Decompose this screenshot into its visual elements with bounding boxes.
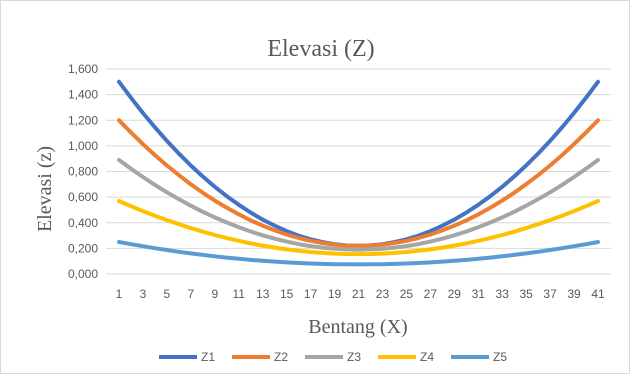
y-axis-ticks: 0,000 0,200 0,400 0,600 0,800 1,000 1,200 1,400… <box>68 62 98 281</box>
x-tick-label: 11 <box>233 287 246 301</box>
x-tick-label: 25 <box>400 287 414 301</box>
x-tick-label: 37 <box>543 287 557 301</box>
series-line-z3 <box>117 158 600 252</box>
legend-label-z1: Z1 <box>201 350 215 364</box>
x-tick-label: 27 <box>424 287 438 301</box>
x-tick-label: 39 <box>567 287 581 301</box>
legend-label-z3: Z3 <box>347 350 361 364</box>
series-line-z4 <box>117 199 600 257</box>
x-tick-label: 13 <box>256 287 270 301</box>
legend-label-z5: Z5 <box>493 350 507 364</box>
x-tick-label: 1 <box>116 287 123 301</box>
y-tick-label: 0,600 <box>68 190 98 204</box>
x-tick-label: 17 <box>304 287 318 301</box>
x-axis-ticks: 1 3 5 7 9 11 13 15 17 19 21 23 25 27 29 31 33 35 37 39 41 <box>116 287 605 301</box>
x-tick-label: 15 <box>280 287 294 301</box>
y-tick-label: 1,000 <box>68 139 98 153</box>
x-tick-label: 35 <box>519 287 533 301</box>
x-tick-label: 7 <box>188 287 195 301</box>
y-tick-label: 1,400 <box>68 88 98 102</box>
legend-label-z2: Z2 <box>274 350 288 364</box>
y-tick-label: 0,200 <box>68 241 98 255</box>
chart-title: Elevasi (Z) <box>267 36 374 62</box>
y-tick-label: 1,600 <box>68 62 98 76</box>
y-tick-label: 0,000 <box>68 267 98 281</box>
gridlines <box>106 68 611 275</box>
x-axis-title: Bentang (X) <box>308 316 407 338</box>
series-lines <box>117 79 600 267</box>
x-tick-label: 21 <box>352 287 366 301</box>
x-tick-label: 9 <box>211 287 218 301</box>
legend: Z1 Z2 Z3 Z4 Z5 <box>159 350 507 364</box>
x-tick-label: 5 <box>164 287 171 301</box>
x-tick-label: 3 <box>140 287 147 301</box>
y-tick-label: 0,800 <box>68 165 98 179</box>
legend-label-z4: Z4 <box>420 350 434 364</box>
y-axis-title: Elevasi (z) <box>34 146 56 232</box>
x-tick-label: 41 <box>591 287 605 301</box>
x-tick-label: 31 <box>472 287 486 301</box>
y-tick-label: 0,400 <box>68 216 98 230</box>
series-line-z2 <box>117 118 600 248</box>
x-tick-label: 23 <box>376 287 390 301</box>
x-tick-label: 29 <box>448 287 462 301</box>
y-tick-label: 1,200 <box>68 113 98 127</box>
series-line-z5 <box>117 240 600 267</box>
series-line-z1 <box>117 79 600 248</box>
x-tick-label: 33 <box>496 287 510 301</box>
x-tick-label: 19 <box>328 287 342 301</box>
